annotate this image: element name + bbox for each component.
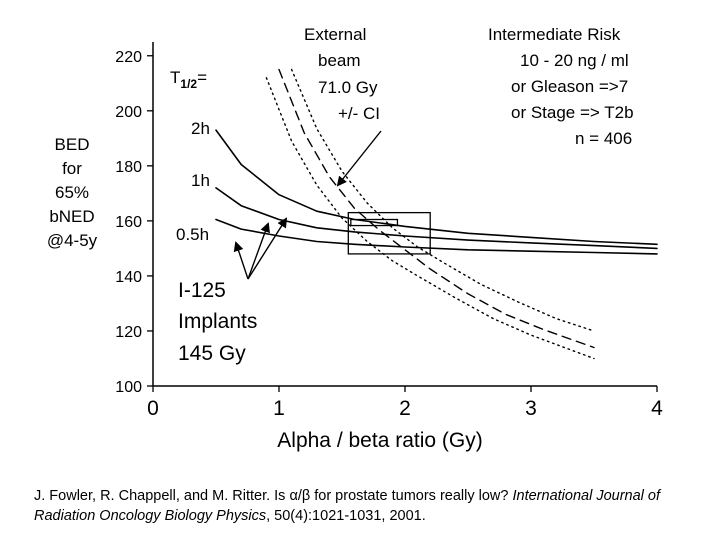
x-tick-label-3: 3 [525, 397, 537, 420]
t-half-main: T [170, 68, 180, 87]
uncertainty-box-2 [350, 218, 399, 227]
curve-label-1h: 1h [191, 171, 210, 190]
y-tick-label-200: 200 [115, 104, 142, 121]
citation-journal: International Journal of Radiation Oncol… [34, 488, 660, 524]
implant-pointer-arrow-1 [233, 241, 249, 280]
t-half-eq: = [197, 68, 207, 87]
y-axis-label-line-3: 65% [55, 183, 89, 202]
uncertainty-box-1 [347, 211, 431, 255]
y-tick-label-180: 180 [115, 159, 142, 176]
y-axis-label-line-2: for [62, 159, 82, 178]
series-line-1 [215, 129, 658, 246]
t-half-sub: 1/2 [180, 77, 197, 91]
citation-details: , 50(4):1021-1031, 2001. [266, 508, 426, 524]
series-line-6 [265, 77, 595, 360]
y-tick-label-140: 140 [115, 269, 142, 286]
ebrt-label-line-3: 71.0 Gy [318, 78, 378, 97]
implant-label-line-3: 145 Gy [178, 342, 246, 365]
ebrt-pointer-arrow [336, 130, 382, 187]
y-tick-label-220: 220 [115, 49, 142, 66]
series-line-5 [290, 68, 595, 332]
chart: 100 120 140 160 180 200 220 0 1 2 3 4 BED for 65% b… [47, 25, 663, 452]
x-tick-label-2: 2 [399, 397, 411, 420]
y-tick-label-160: 160 [115, 214, 142, 231]
ebrt-label-line-1: External [304, 25, 366, 44]
t-half-label: T1/2= [170, 68, 207, 91]
curve-label-2h: 2h [191, 119, 210, 138]
x-tick-label-1: 1 [273, 397, 285, 420]
risk-label-line-3: or Gleason =>7 [511, 77, 628, 96]
risk-label-line-2: 10 - 20 ng / ml [520, 51, 629, 70]
risk-label-line-1: Intermediate Risk [488, 25, 621, 44]
curve-label-0-5h: 0.5h [176, 225, 209, 244]
implant-label-line-1: I-125 [178, 279, 226, 302]
chart-marks: 100 120 140 160 180 200 220 0 1 2 3 4 [115, 42, 663, 420]
citation: J. Fowler, R. Chappell, and M. Ritter. I… [34, 486, 714, 526]
citation-authors: J. Fowler, R. Chappell, and M. Ritter. I… [34, 488, 513, 504]
y-axis-label-line-1: BED [55, 135, 90, 154]
series-line-3 [215, 218, 658, 255]
ebrt-label-line-4: +/- CI [338, 104, 380, 123]
y-tick-label-100: 100 [115, 379, 142, 396]
x-tick-label-4: 4 [651, 397, 663, 420]
implant-pointer-arrow-3 [247, 217, 288, 280]
y-axis-label-line-4: bNED [49, 207, 94, 226]
y-tick-label-120: 120 [115, 324, 142, 341]
series-line-2 [215, 187, 658, 250]
y-axis-label-line-5: @4-5y [47, 231, 98, 250]
implant-label-line-2: Implants [178, 310, 257, 333]
series-line-4 [278, 68, 595, 349]
risk-label-line-4: or Stage => T2b [511, 103, 634, 122]
x-axis-label: Alpha / beta ratio (Gy) [277, 429, 482, 452]
ebrt-label-line-2: beam [318, 51, 361, 70]
implant-pointer-arrow-2 [247, 222, 270, 280]
risk-label-line-5: n = 406 [575, 129, 632, 148]
x-tick-label-0: 0 [147, 397, 159, 420]
